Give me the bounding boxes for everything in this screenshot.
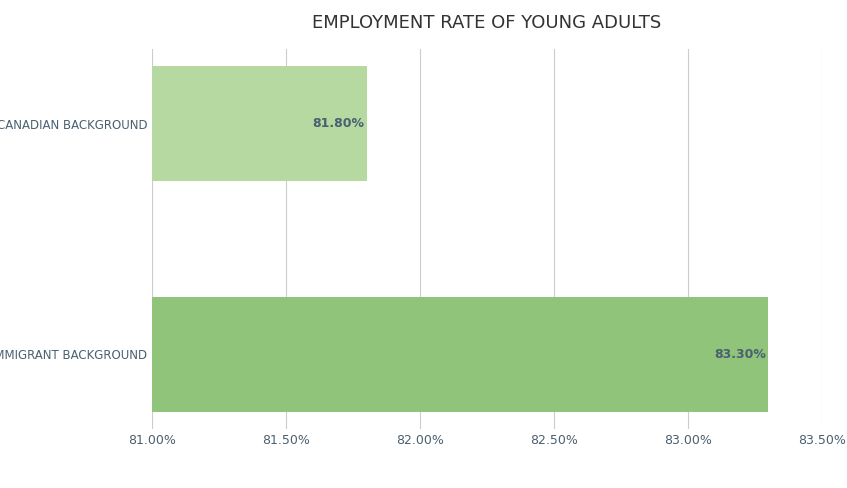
Text: 83.30%: 83.30%	[714, 348, 766, 361]
Bar	[152, 66, 367, 182]
Text: 81.80%: 81.80%	[313, 117, 364, 130]
Bar	[152, 297, 768, 412]
Title: EMPLOYMENT RATE OF YOUNG ADULTS: EMPLOYMENT RATE OF YOUNG ADULTS	[313, 14, 662, 32]
